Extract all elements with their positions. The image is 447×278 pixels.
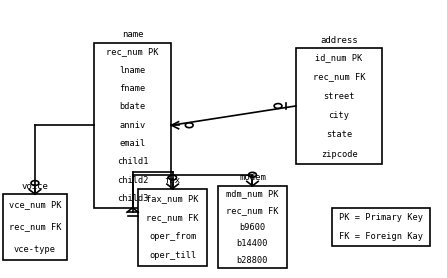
Bar: [333, 208, 430, 246]
Bar: [218, 186, 287, 268]
Text: fax: fax: [164, 176, 181, 185]
Text: city: city: [329, 111, 350, 120]
Bar: [94, 43, 172, 208]
Bar: [138, 188, 207, 265]
Text: zipcode: zipcode: [320, 150, 358, 159]
Text: b9600: b9600: [239, 223, 266, 232]
Text: email: email: [119, 139, 146, 148]
Text: voice: voice: [21, 182, 48, 191]
Text: b14400: b14400: [237, 239, 268, 248]
Text: child1: child1: [117, 157, 148, 167]
Text: vce-type: vce-type: [14, 245, 56, 254]
Text: rec_num PK: rec_num PK: [106, 47, 159, 56]
Text: fax_num PK: fax_num PK: [146, 194, 199, 203]
Text: modem: modem: [239, 173, 266, 182]
Text: FK = Foreign Kay: FK = Foreign Kay: [339, 232, 423, 241]
Text: rec_num FK: rec_num FK: [8, 223, 61, 232]
Text: name: name: [122, 30, 143, 39]
Text: oper_till: oper_till: [149, 252, 196, 260]
Text: b28800: b28800: [237, 255, 268, 265]
Text: id_num PK: id_num PK: [316, 53, 363, 62]
Text: street: street: [323, 92, 355, 101]
Text: PK = Primary Key: PK = Primary Key: [339, 213, 423, 222]
Text: rec_num FK: rec_num FK: [146, 213, 199, 222]
Text: state: state: [326, 130, 352, 139]
Text: mdm_num PK: mdm_num PK: [226, 190, 279, 198]
Text: fname: fname: [119, 84, 146, 93]
Text: rec_num FK: rec_num FK: [226, 206, 279, 215]
Text: address: address: [320, 36, 358, 45]
Text: lname: lname: [119, 66, 146, 75]
Text: child2: child2: [117, 176, 148, 185]
Text: oper_from: oper_from: [149, 232, 196, 241]
Bar: [3, 194, 67, 260]
Bar: [296, 48, 382, 164]
Text: bdate: bdate: [119, 102, 146, 111]
Text: anniv: anniv: [119, 121, 146, 130]
Text: child3: child3: [117, 194, 148, 203]
Text: vce_num PK: vce_num PK: [8, 200, 61, 210]
Text: rec_num FK: rec_num FK: [313, 73, 365, 81]
